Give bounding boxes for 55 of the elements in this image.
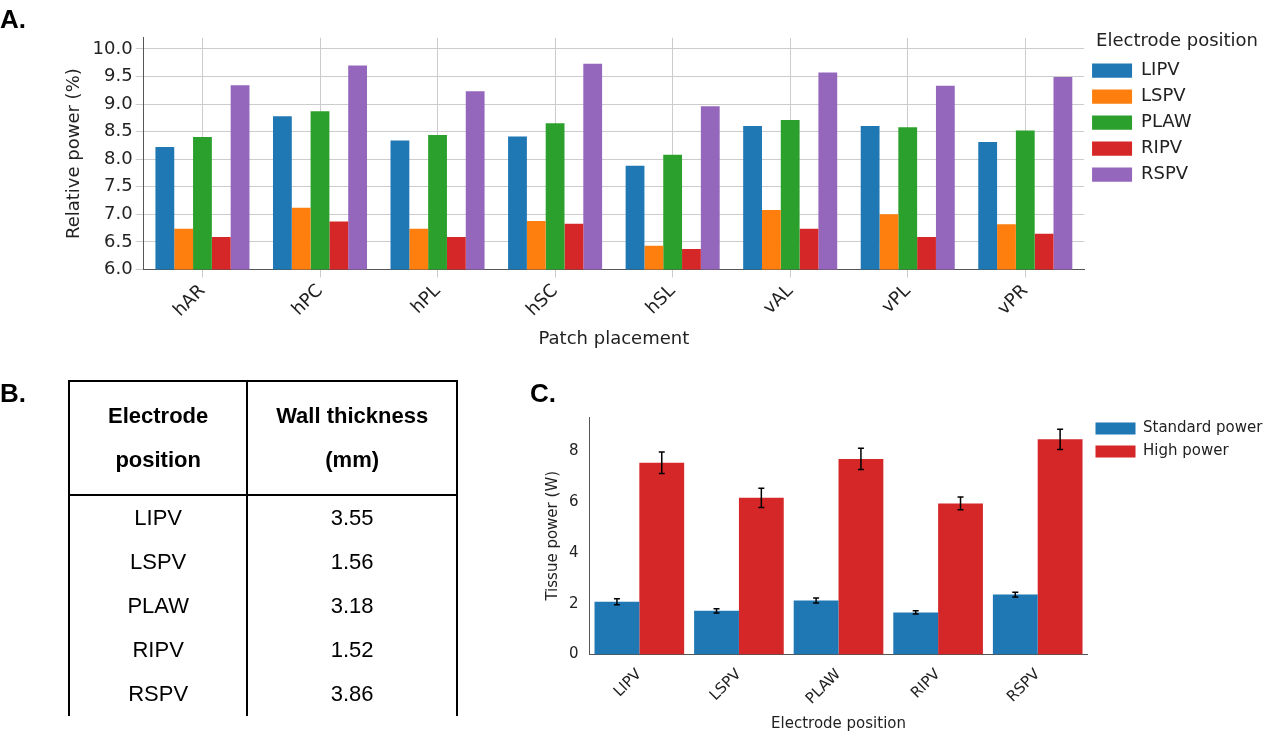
y-tick-label: 7.5 — [104, 174, 133, 196]
x-tick-label: hPL — [405, 279, 444, 318]
legend-label: RIPV — [1141, 136, 1183, 158]
category-label: RIPV — [69, 628, 248, 672]
y-axis-title: Tissue power (W) — [542, 470, 561, 602]
y-tick-label: 9.5 — [104, 64, 133, 86]
text: Electrode position — [69, 381, 248, 495]
chart-title: A. — [0, 4, 26, 35]
x-tick-label: vPR — [992, 279, 1032, 319]
bar — [594, 601, 640, 655]
y-tick-label: 2 — [569, 593, 579, 612]
data-label: 3.55 — [329, 504, 375, 532]
legend-label: PLAW — [1141, 110, 1192, 132]
text: B. — [0, 378, 26, 409]
bar — [992, 594, 1038, 655]
text: Wall thickness (mm) — [247, 381, 457, 495]
bar — [639, 462, 685, 655]
legend-label: LIPV — [1141, 58, 1181, 80]
y-tick-label: 9.0 — [104, 91, 133, 113]
y-tick-label: 6 — [569, 492, 579, 511]
bar — [938, 503, 983, 655]
x-tick-label: vPL — [876, 279, 914, 317]
y-tick-label: 6.5 — [104, 229, 133, 251]
category-label: LSPV — [69, 540, 248, 584]
y-tick-label: 8.0 — [104, 146, 133, 168]
y-axis-title: Relative power (%) — [62, 68, 84, 240]
x-tick-label: hSL — [640, 279, 679, 318]
bar — [838, 458, 884, 655]
y-tick-label: 10.0 — [92, 36, 133, 58]
data-label: 1.56 — [329, 548, 375, 576]
bar — [738, 497, 784, 655]
y-tick-label: 4 — [569, 542, 579, 561]
y-tick-label: 8.5 — [104, 119, 133, 141]
bar — [1037, 439, 1083, 655]
y-tick-label: 8 — [569, 441, 579, 460]
category-label: LIPV — [69, 495, 248, 540]
data-label: 3.86 — [329, 680, 375, 708]
x-tick-label: vAL — [758, 279, 797, 318]
legend-label: High power — [1143, 441, 1230, 460]
legend-label: RSPV — [1141, 162, 1189, 184]
data-label: 3.18 — [329, 592, 375, 620]
chart-title: C. — [530, 378, 556, 409]
category-label: PLAW — [69, 584, 248, 628]
bar — [793, 600, 839, 655]
bar — [694, 610, 739, 655]
x-axis-title: Electrode position — [771, 713, 906, 732]
data-label: 1.52 — [329, 636, 375, 664]
y-tick-label: 7.0 — [104, 202, 133, 224]
legend-title: Electrode position — [1096, 28, 1259, 50]
y-tick-label: 0 — [569, 644, 579, 663]
legend-label: LSPV — [1141, 84, 1187, 106]
legend-label: Standard power — [1143, 418, 1264, 437]
bar — [893, 612, 939, 655]
y-tick-label: 6.0 — [104, 257, 133, 279]
x-axis-title: Patch placement — [538, 326, 690, 348]
